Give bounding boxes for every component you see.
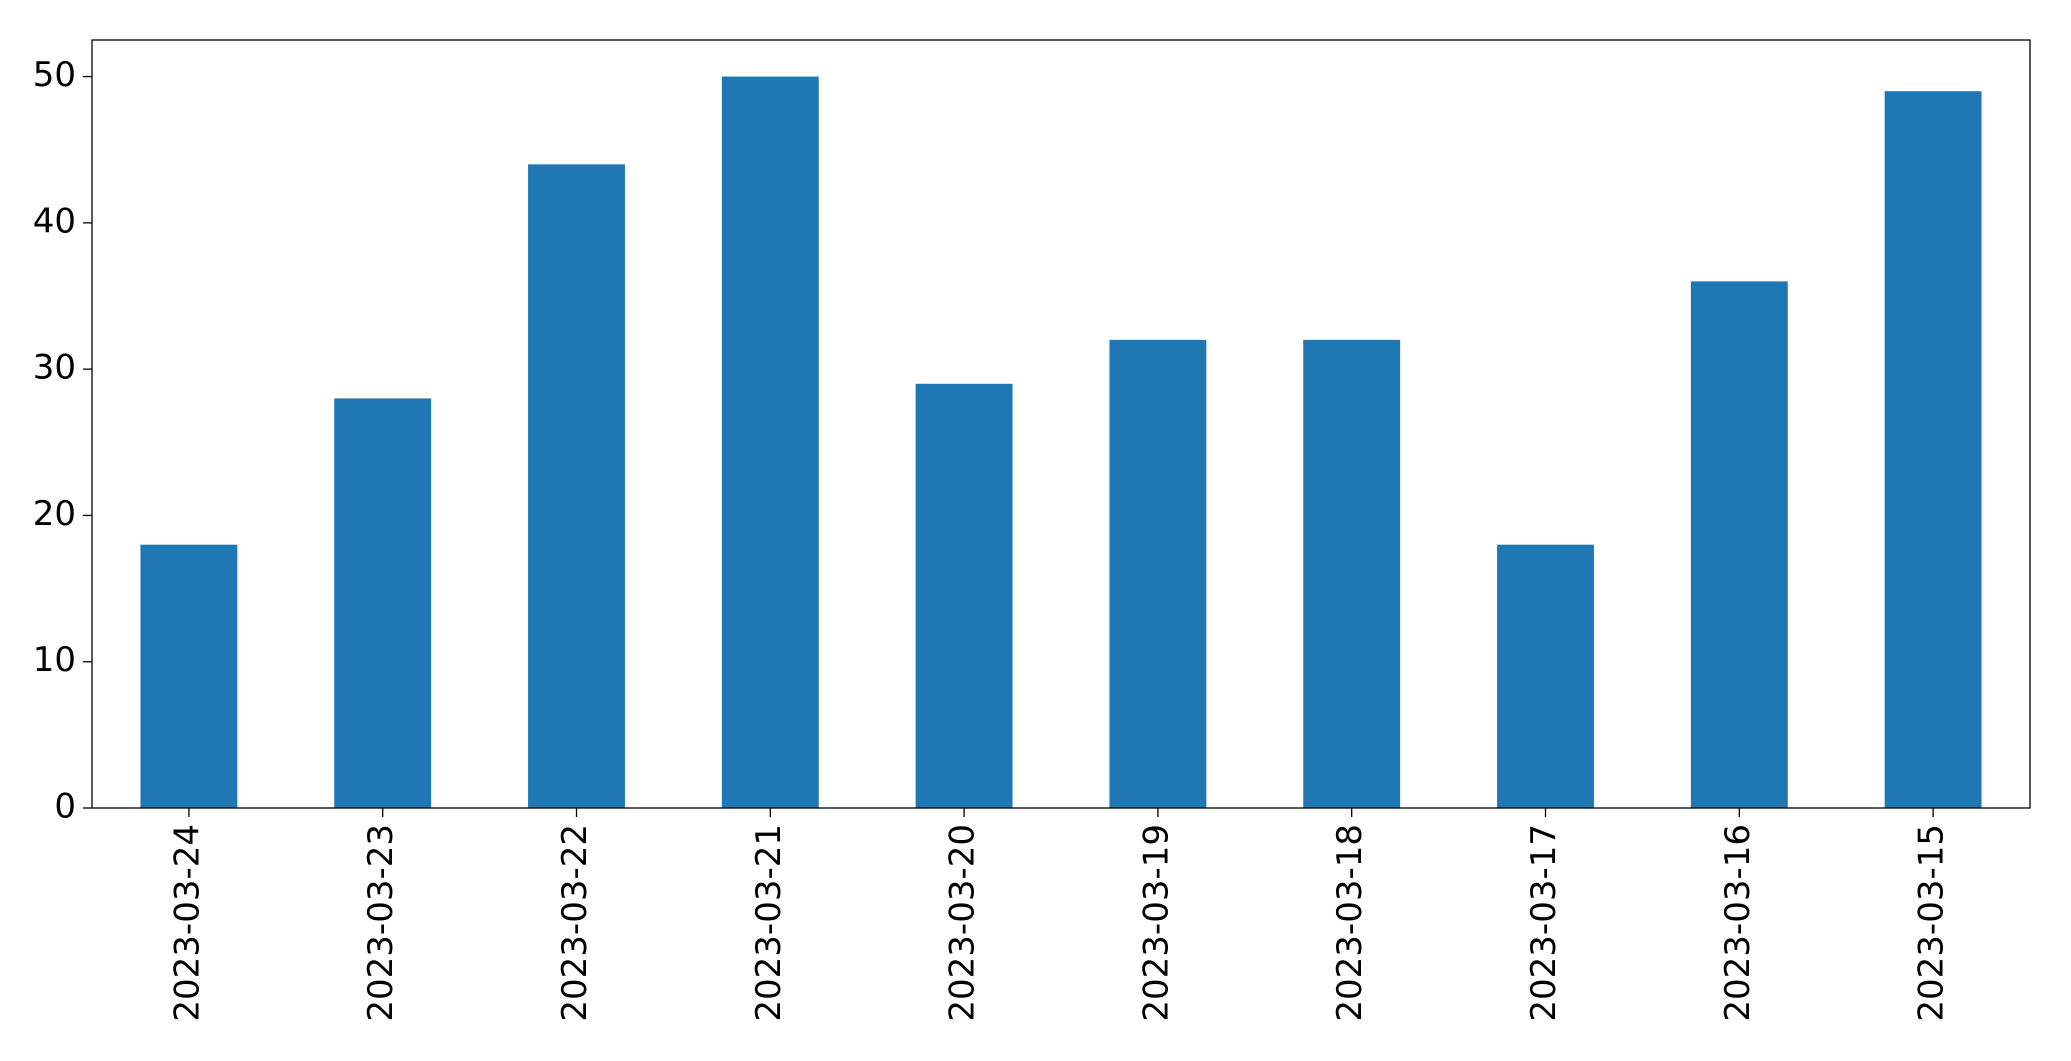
- bar: [721, 76, 819, 809]
- x-tick-label: 2023-03-21: [749, 824, 789, 1022]
- bar: [140, 544, 238, 808]
- bar: [1690, 281, 1788, 808]
- bar: [1884, 91, 1982, 808]
- x-tick-label: 2023-03-23: [361, 824, 401, 1022]
- bar: [1109, 339, 1207, 808]
- x-tick-label: 2023-03-20: [943, 824, 983, 1022]
- bar: [1303, 339, 1401, 808]
- bar: [334, 398, 432, 808]
- x-tick-label: 2023-03-18: [1330, 824, 1370, 1022]
- y-tick-label: 30: [33, 348, 76, 388]
- y-tick-label: 50: [33, 55, 76, 95]
- x-tick-label: 2023-03-22: [555, 824, 595, 1022]
- x-tick-label: 2023-03-15: [1912, 824, 1952, 1022]
- x-tick-label: 2023-03-16: [1718, 824, 1758, 1022]
- y-tick-label: 0: [54, 787, 76, 827]
- y-tick-label: 20: [33, 494, 76, 534]
- bar: [528, 164, 625, 809]
- bar: [915, 383, 1013, 808]
- x-tick-label: 2023-03-17: [1524, 824, 1564, 1022]
- y-tick-label: 40: [33, 201, 76, 241]
- x-tick-label: 2023-03-24: [167, 824, 207, 1022]
- plot-frame: [91, 39, 2031, 809]
- x-tick-label: 2023-03-19: [1136, 824, 1176, 1022]
- y-tick-label: 10: [33, 640, 76, 680]
- bar: [1497, 544, 1594, 808]
